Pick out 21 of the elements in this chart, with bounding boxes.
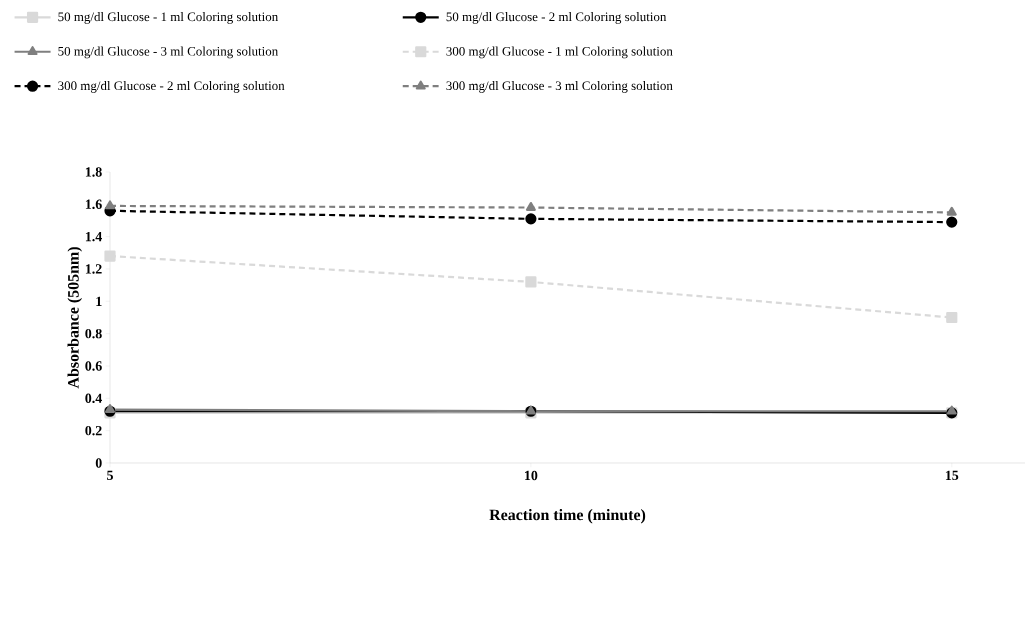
- y-tick-label: 1.8: [85, 167, 102, 177]
- y-tick-label: 1: [96, 296, 102, 306]
- y-tick-label: 1.6: [85, 199, 102, 210]
- legend-label: 300 mg/dl Glucose - 2 ml Coloring solution: [58, 80, 285, 93]
- y-tick-label: 0: [95, 458, 102, 468]
- legend-label: 50 mg/dl Glucose - 3 ml Coloring solution: [58, 46, 278, 59]
- legend-label: 300 mg/dl Glucose - 3 ml Coloring solution: [446, 80, 673, 93]
- y-tick-label: 0.4: [85, 393, 102, 404]
- y-axis-title: Absorbance (505nm): [67, 247, 82, 389]
- y-tick-label: 0.2: [85, 425, 102, 436]
- x-tick-label: 15: [945, 470, 959, 481]
- x-tick-label: 10: [525, 470, 538, 481]
- legend-label: 300 mg/dl Glucose - 1 ml Coloring solution: [446, 46, 673, 59]
- legend-label: 50 mg/dl Glucose - 2 ml Coloring solution: [446, 12, 667, 24]
- x-tick-label: 5: [107, 470, 113, 481]
- y-tick-label: 1.4: [85, 231, 102, 242]
- y-tick-label: 0.6: [85, 361, 102, 371]
- y-tick-label: 0.8: [85, 328, 102, 339]
- legend-label: 50 mg/dl Glucose - 1 ml Coloring solution: [58, 12, 278, 24]
- y-tick-label: 1.2: [85, 264, 102, 274]
- x-axis-title: Reaction time (minute): [489, 509, 646, 524]
